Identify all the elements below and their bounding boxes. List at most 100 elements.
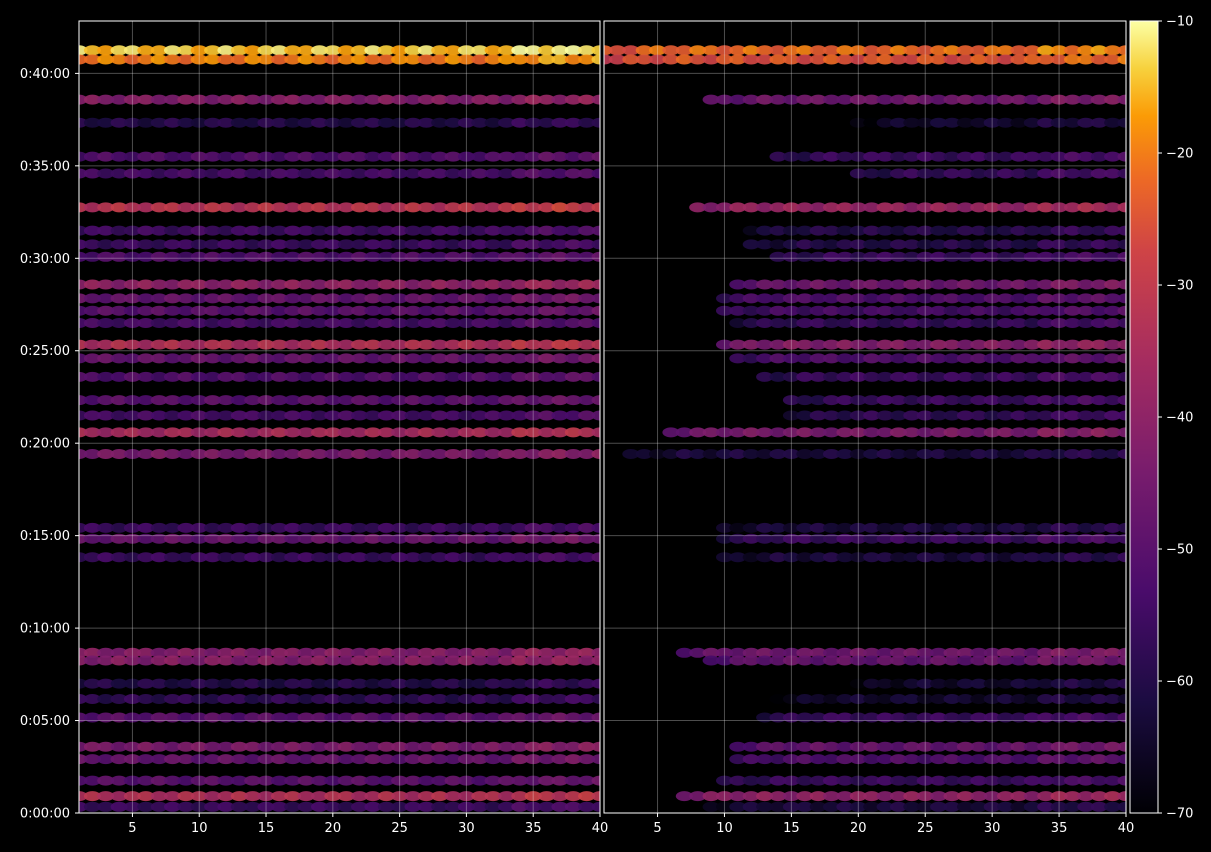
- heatmap-cell: [916, 94, 934, 105]
- heatmap-cell: [417, 712, 435, 723]
- heatmap-cell: [511, 655, 529, 666]
- heatmap-cell: [190, 239, 208, 250]
- heatmap-cell: [564, 791, 582, 802]
- heatmap-cell: [890, 251, 907, 262]
- heatmap-cell: [110, 395, 128, 406]
- heatmap-cell: [1010, 395, 1028, 406]
- heatmap-cell: [997, 251, 1014, 262]
- heatmap-cell: [970, 552, 988, 563]
- heatmap-cell: [417, 279, 435, 290]
- heatmap-cell: [551, 318, 569, 328]
- y-tick-label: 0:10:00: [20, 622, 70, 637]
- heatmap-cell: [498, 94, 515, 105]
- heatmap-cell: [484, 522, 502, 533]
- heatmap-cell: [230, 168, 248, 179]
- y-tick-label: 0:00:00: [20, 807, 70, 822]
- heatmap-cell: [97, 694, 115, 704]
- heatmap-cell: [244, 395, 262, 406]
- heatmap-cell: [956, 791, 974, 802]
- heatmap-cell: [1117, 395, 1126, 406]
- heatmap-cell: [890, 427, 907, 438]
- heatmap-cell: [230, 251, 248, 262]
- heatmap-cell: [930, 318, 948, 328]
- heatmap-cell: [564, 293, 582, 304]
- heatmap-cell: [190, 305, 208, 316]
- heatmap-cell: [876, 801, 894, 812]
- heatmap-cell: [391, 371, 409, 382]
- heatmap-cell: [257, 741, 275, 752]
- heatmap-cell: [890, 279, 907, 290]
- heatmap-cell: [809, 427, 827, 438]
- heatmap-cell: [337, 775, 355, 786]
- heatmap-cell: [849, 427, 867, 438]
- heatmap-cell: [257, 202, 275, 213]
- heatmap-cell: [809, 151, 827, 162]
- y-tick-label: 0:15:00: [20, 529, 70, 544]
- heatmap-cell: [177, 239, 195, 250]
- heatmap-cells-panel-1: [79, 45, 600, 812]
- heatmap-cell: [943, 94, 961, 105]
- heatmap-cell: [729, 305, 747, 316]
- heatmap-cell: [1037, 318, 1055, 328]
- heatmap-cell: [524, 353, 542, 364]
- heatmap-cell: [1023, 775, 1041, 786]
- heatmap-cell: [903, 647, 921, 658]
- heatmap-cell: [524, 427, 542, 438]
- heatmap-cell: [364, 202, 382, 213]
- heatmap-cell: [836, 647, 854, 658]
- heatmap-cell: [150, 754, 168, 765]
- heatmap-cell: [524, 754, 542, 765]
- heatmap-cell: [890, 45, 907, 56]
- heatmap-cell: [204, 791, 222, 802]
- heatmap-cell: [756, 202, 774, 213]
- heatmap-cell: [351, 168, 368, 179]
- heatmap-cell: [431, 449, 449, 459]
- heatmap-cell: [444, 305, 462, 316]
- heatmap-cell: [311, 741, 328, 752]
- heatmap-cell: [551, 353, 569, 364]
- heatmap-cell: [311, 54, 328, 65]
- heatmap-cell: [364, 339, 382, 350]
- heatmap-cell: [230, 522, 248, 533]
- heatmap-cell: [729, 279, 747, 290]
- heatmap-cell: [97, 775, 115, 786]
- heatmap-cell: [809, 410, 827, 421]
- heatmap-cell: [270, 45, 288, 56]
- heatmap-cell: [591, 371, 600, 382]
- heatmap-cell: [471, 371, 489, 382]
- heatmap-cell: [1090, 371, 1108, 382]
- heatmap-cell: [297, 339, 315, 350]
- heatmap-cell: [1010, 293, 1028, 304]
- heatmap-cell: [364, 279, 382, 290]
- heatmap-cell: [890, 353, 907, 364]
- heatmap-cell: [1077, 552, 1095, 563]
- heatmap-cell: [983, 293, 1001, 304]
- heatmap-cell: [1104, 318, 1122, 328]
- heatmap-cell: [930, 54, 948, 65]
- heatmap-cell: [431, 117, 449, 128]
- heatmap-cell: [137, 339, 155, 350]
- heatmap-cell: [849, 754, 867, 765]
- heatmap-cell: [983, 647, 1001, 658]
- heatmap-cell: [204, 279, 222, 290]
- heatmap-cell: [1050, 239, 1068, 250]
- heatmap-cell: [150, 117, 168, 128]
- heatmap-cell: [297, 647, 315, 658]
- heatmap-cell: [1023, 533, 1041, 544]
- heatmap-cell: [217, 225, 235, 236]
- heatmap-cell: [997, 395, 1014, 406]
- heatmap-cell: [1023, 117, 1041, 128]
- heatmap-cell: [123, 533, 141, 544]
- heatmap-cell: [177, 225, 195, 236]
- heatmap-cell: [471, 293, 489, 304]
- heatmap-cell: [890, 410, 907, 421]
- heatmap-cell: [431, 741, 449, 752]
- heatmap-cell: [983, 45, 1001, 56]
- heatmap-cell: [498, 712, 515, 723]
- heatmap-cell: [97, 522, 115, 533]
- heatmap-cell: [956, 251, 974, 262]
- heatmap-cell: [1037, 410, 1055, 421]
- heatmap-cell: [1077, 117, 1095, 128]
- heatmap-cell: [622, 449, 640, 459]
- heatmap-cell: [137, 45, 155, 56]
